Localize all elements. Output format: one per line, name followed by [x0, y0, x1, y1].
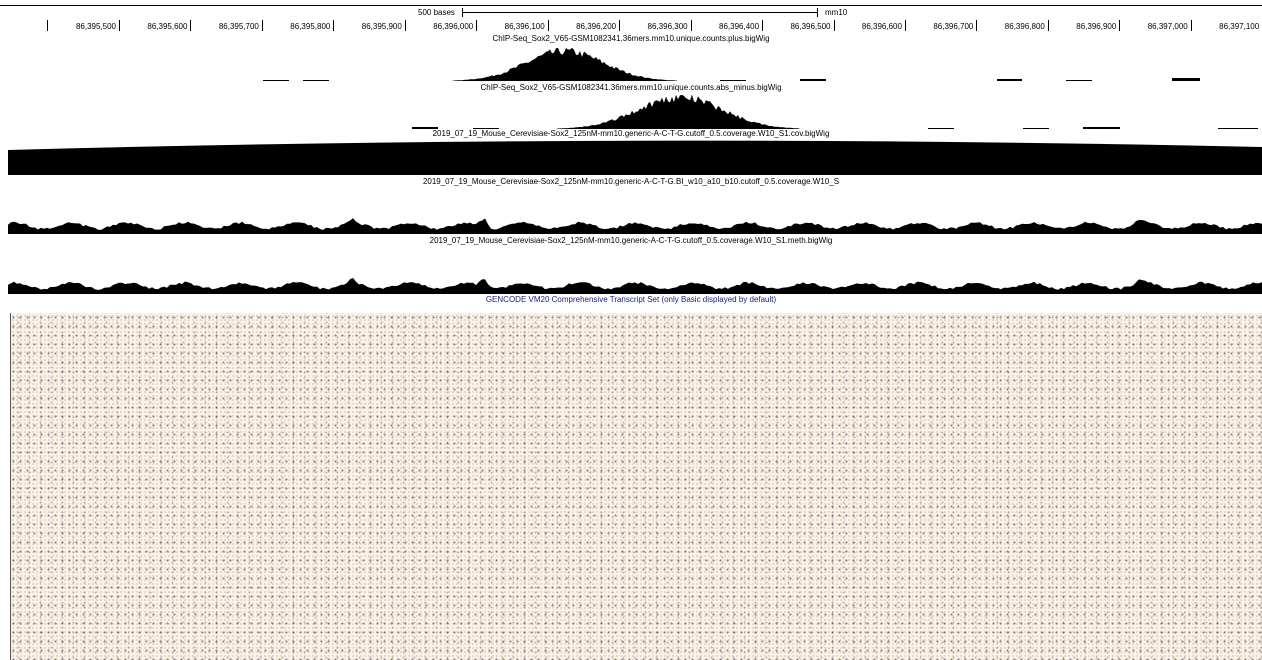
ruler-tick-label: 86,396,100	[504, 22, 545, 31]
ruler-tick-label: 86,396,300	[647, 22, 688, 31]
ruler-tick-label: 86,396,600	[861, 22, 902, 31]
assembly-label: mm10	[825, 8, 848, 17]
ruler-tick	[690, 20, 692, 31]
track-cov-signal[interactable]	[0, 139, 1262, 175]
track-meth-signal[interactable]	[0, 256, 1262, 294]
track-minus-signal[interactable]	[0, 92, 1262, 130]
ruler-tick-label: 86,396,900	[1076, 22, 1117, 31]
scale-bar-label: 500 bases	[418, 8, 455, 17]
track-bi-signal[interactable]	[0, 196, 1262, 234]
ruler-tick	[619, 20, 621, 31]
ruler-tick-label: 86,396,400	[719, 22, 760, 31]
ruler-tick	[904, 20, 906, 31]
track-title-cov[interactable]: 2019_07_19_Mouse_Cerevisiae-Sox2_125nM-m…	[432, 129, 830, 138]
ruler-tick	[833, 20, 835, 31]
ruler-tick	[1119, 20, 1121, 31]
scale-bar	[462, 8, 818, 17]
ruler-tick	[547, 20, 549, 31]
ruler-tick	[404, 20, 406, 31]
track-title-plus[interactable]: ChIP-Seq_Sox2_V65-GSM1082341.36mers.mm10…	[492, 34, 770, 43]
ruler-tick-label: 86,396,200	[576, 22, 617, 31]
base-position-ruler[interactable]: 86,395,500 86,395,600 86,395,700 86,395,800…	[0, 18, 1262, 32]
ruler-tick-label: 86,395,700	[218, 22, 259, 31]
ruler-tick-label: 86,397,100	[1219, 22, 1260, 31]
ruler-tick	[261, 20, 263, 31]
ruler-tick-label: 86,395,800	[290, 22, 331, 31]
track-title-minus[interactable]: ChIP-Seq_Sox2_V65-GSM1082341.36mers.mm10…	[480, 83, 782, 92]
ruler-tick	[119, 20, 120, 31]
ruler-tick	[1047, 20, 1049, 31]
ruler-tick-label: 86,395,900	[361, 22, 402, 31]
ruler-tick	[1190, 20, 1192, 31]
ruler-tick	[762, 20, 764, 31]
track-title-gencode[interactable]: GENCODE VM20 Comprehensive Transcript Se…	[485, 295, 777, 304]
track-plus-signal[interactable]	[0, 44, 1262, 82]
track-title-bi[interactable]: 2019_07_19_Mouse_Cerevisiae-Sox2_125nM-m…	[422, 177, 840, 186]
ruler-tick-label: 86,395,600	[147, 22, 188, 31]
ruler-tick	[190, 20, 192, 31]
ruler-tick	[476, 20, 478, 31]
top-rule	[0, 5, 1262, 6]
ruler-tick-label: 86,395,500	[75, 22, 116, 31]
gencode-transcripts-area[interactable]	[10, 313, 1262, 660]
ruler-tick-label: 86,396,500	[790, 22, 831, 31]
gencode-left-edge	[10, 313, 11, 660]
ruler-start-tick	[47, 20, 48, 31]
ruler-tick	[976, 20, 978, 31]
ruler-tick-label: 86,396,800	[1004, 22, 1045, 31]
ruler-tick	[333, 20, 335, 31]
ruler-tick-label: 86,396,700	[933, 22, 974, 31]
track-title-meth[interactable]: 2019_07_19_Mouse_Cerevisiae-Sox2_125nM-m…	[429, 236, 833, 245]
ruler-tick-label: 86,396,000	[433, 22, 474, 31]
ruler-tick-label: 86,397,000	[1147, 22, 1188, 31]
